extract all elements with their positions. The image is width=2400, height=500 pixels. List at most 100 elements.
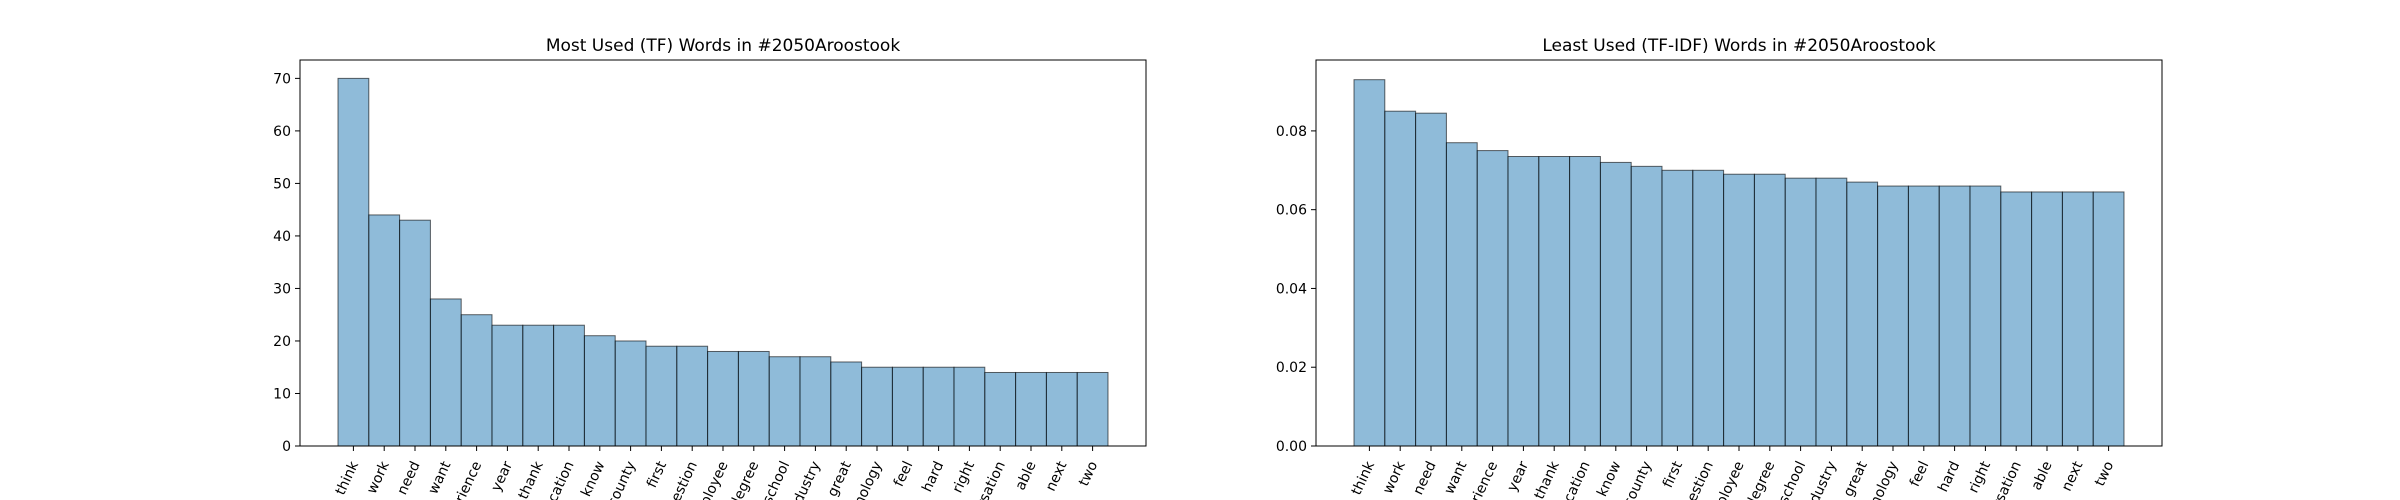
x-tick-label: want <box>1441 458 1470 496</box>
bar-school <box>1784 177 1817 447</box>
bar-school <box>768 356 801 447</box>
x-tick-label: first <box>644 458 670 490</box>
x-tick-label: next <box>1043 458 1071 493</box>
x-tick-label: able <box>1012 459 1039 493</box>
tf-bar-chart: Most Used (TF) Words in #2050Aroostook 0… <box>273 36 1147 500</box>
x-tick-label: first <box>1660 458 1686 490</box>
x-tick-label: degree <box>727 459 762 500</box>
bar-want <box>1445 142 1478 447</box>
x-tick-label: work <box>364 458 393 496</box>
x-tick-label: rience <box>452 459 485 500</box>
x-tick-label: ucation <box>1557 459 1593 500</box>
bar-feel <box>1907 185 1940 447</box>
bar-great <box>830 361 863 447</box>
x-tick-label: uestion <box>665 459 701 500</box>
bar-county <box>1630 165 1663 447</box>
bar-need <box>399 219 431 447</box>
y-tick-label: 0 <box>282 439 291 455</box>
bar-industry <box>1815 177 1848 447</box>
y-axis: 0.00 0.02 0.04 0.06 0.08 <box>1276 124 1316 455</box>
bar-hard <box>922 366 955 447</box>
x-tick-label: county <box>605 459 640 500</box>
bar-county <box>614 340 647 447</box>
tfidf-bar-chart: Least Used (TF-IDF) Words in #2050Aroost… <box>1276 36 2163 500</box>
bars <box>337 77 1109 447</box>
plot-frame <box>1315 59 2163 447</box>
bar-work <box>1384 110 1417 447</box>
bar-want <box>429 298 462 447</box>
x-tick-label: two <box>2092 459 2117 489</box>
bar-education <box>1569 156 1601 447</box>
bar-year <box>1507 156 1540 447</box>
bar-work <box>368 214 401 447</box>
x-tick-label: nology <box>1867 459 1901 500</box>
bar-thank <box>1538 156 1571 447</box>
y-tick-label: 50 <box>273 176 291 192</box>
x-tick-label: work <box>1380 458 1409 496</box>
x-tick-label: rience <box>1468 459 1501 500</box>
bar-conversation <box>2000 191 2033 447</box>
x-tick-label: thank <box>515 458 547 500</box>
bar-right <box>1969 185 2002 447</box>
x-tick-label: able <box>2028 459 2055 493</box>
bar-think <box>1353 79 1386 447</box>
x-tick-label: nology <box>851 459 885 500</box>
bar-thank <box>522 324 555 447</box>
x-tick-label: hard <box>919 459 947 495</box>
bars <box>1353 79 2125 447</box>
bar-experience <box>460 314 493 447</box>
bar-experience <box>1476 150 1509 447</box>
x-tick-label: dustry <box>1807 459 1840 500</box>
bar-know <box>1599 161 1632 447</box>
y-tick-label: 60 <box>273 124 291 140</box>
x-tick-label: year <box>488 459 516 494</box>
y-tick-label: 70 <box>273 71 291 87</box>
x-tick-label: want <box>425 458 454 496</box>
chart-title: Least Used (TF-IDF) Words in #2050Aroost… <box>1542 36 1936 56</box>
y-tick-label: 0.04 <box>1276 281 1307 297</box>
x-tick-label: know <box>1594 459 1624 499</box>
x-tick-label: next <box>2059 458 2087 493</box>
bar-right <box>953 366 986 447</box>
x-tick-label: dustry <box>791 459 824 500</box>
chart-title: Most Used (TF) Words in #2050Aroostook <box>546 36 901 56</box>
x-tick-label: hard <box>1935 459 1963 495</box>
bar-employee <box>707 350 739 447</box>
bar-year <box>491 324 524 447</box>
y-tick-label: 0.02 <box>1276 360 1307 376</box>
bar-feel <box>891 366 924 447</box>
bar-know <box>583 335 616 447</box>
x-tick-label: thank <box>1531 458 1563 500</box>
bar-industry <box>799 356 832 447</box>
bar-hard <box>1938 185 1971 447</box>
x-tick-label: ucation <box>541 459 577 500</box>
x-tick-label: need <box>394 459 423 497</box>
bar-degree <box>737 350 770 447</box>
bar-need <box>1415 112 1447 447</box>
bar-next <box>1045 371 1078 447</box>
x-tick-label: school <box>760 459 793 500</box>
bar-able <box>1015 371 1047 447</box>
bar-question <box>1692 169 1725 447</box>
y-axis: 0 10 20 30 40 50 60 70 <box>273 71 300 455</box>
y-tick-label: 10 <box>273 386 291 402</box>
y-tick-label: 40 <box>273 229 291 245</box>
bar-great <box>1846 181 1879 447</box>
y-tick-label: 0.08 <box>1276 124 1307 140</box>
x-tick-label: know <box>578 459 608 499</box>
bar-technology <box>1877 185 1909 447</box>
bar-education <box>553 324 585 447</box>
y-tick-label: 30 <box>273 281 291 297</box>
y-tick-label: 20 <box>273 334 291 350</box>
bar-degree <box>1753 173 1786 447</box>
bar-conversation <box>984 371 1017 447</box>
bar-two <box>1076 371 1109 447</box>
x-tick-label: feel <box>1907 459 1933 489</box>
x-tick-label: year <box>1504 459 1532 494</box>
bar-able <box>2031 191 2063 447</box>
x-tick-label: two <box>1076 459 1101 489</box>
x-tick-label: right <box>1966 458 1995 495</box>
